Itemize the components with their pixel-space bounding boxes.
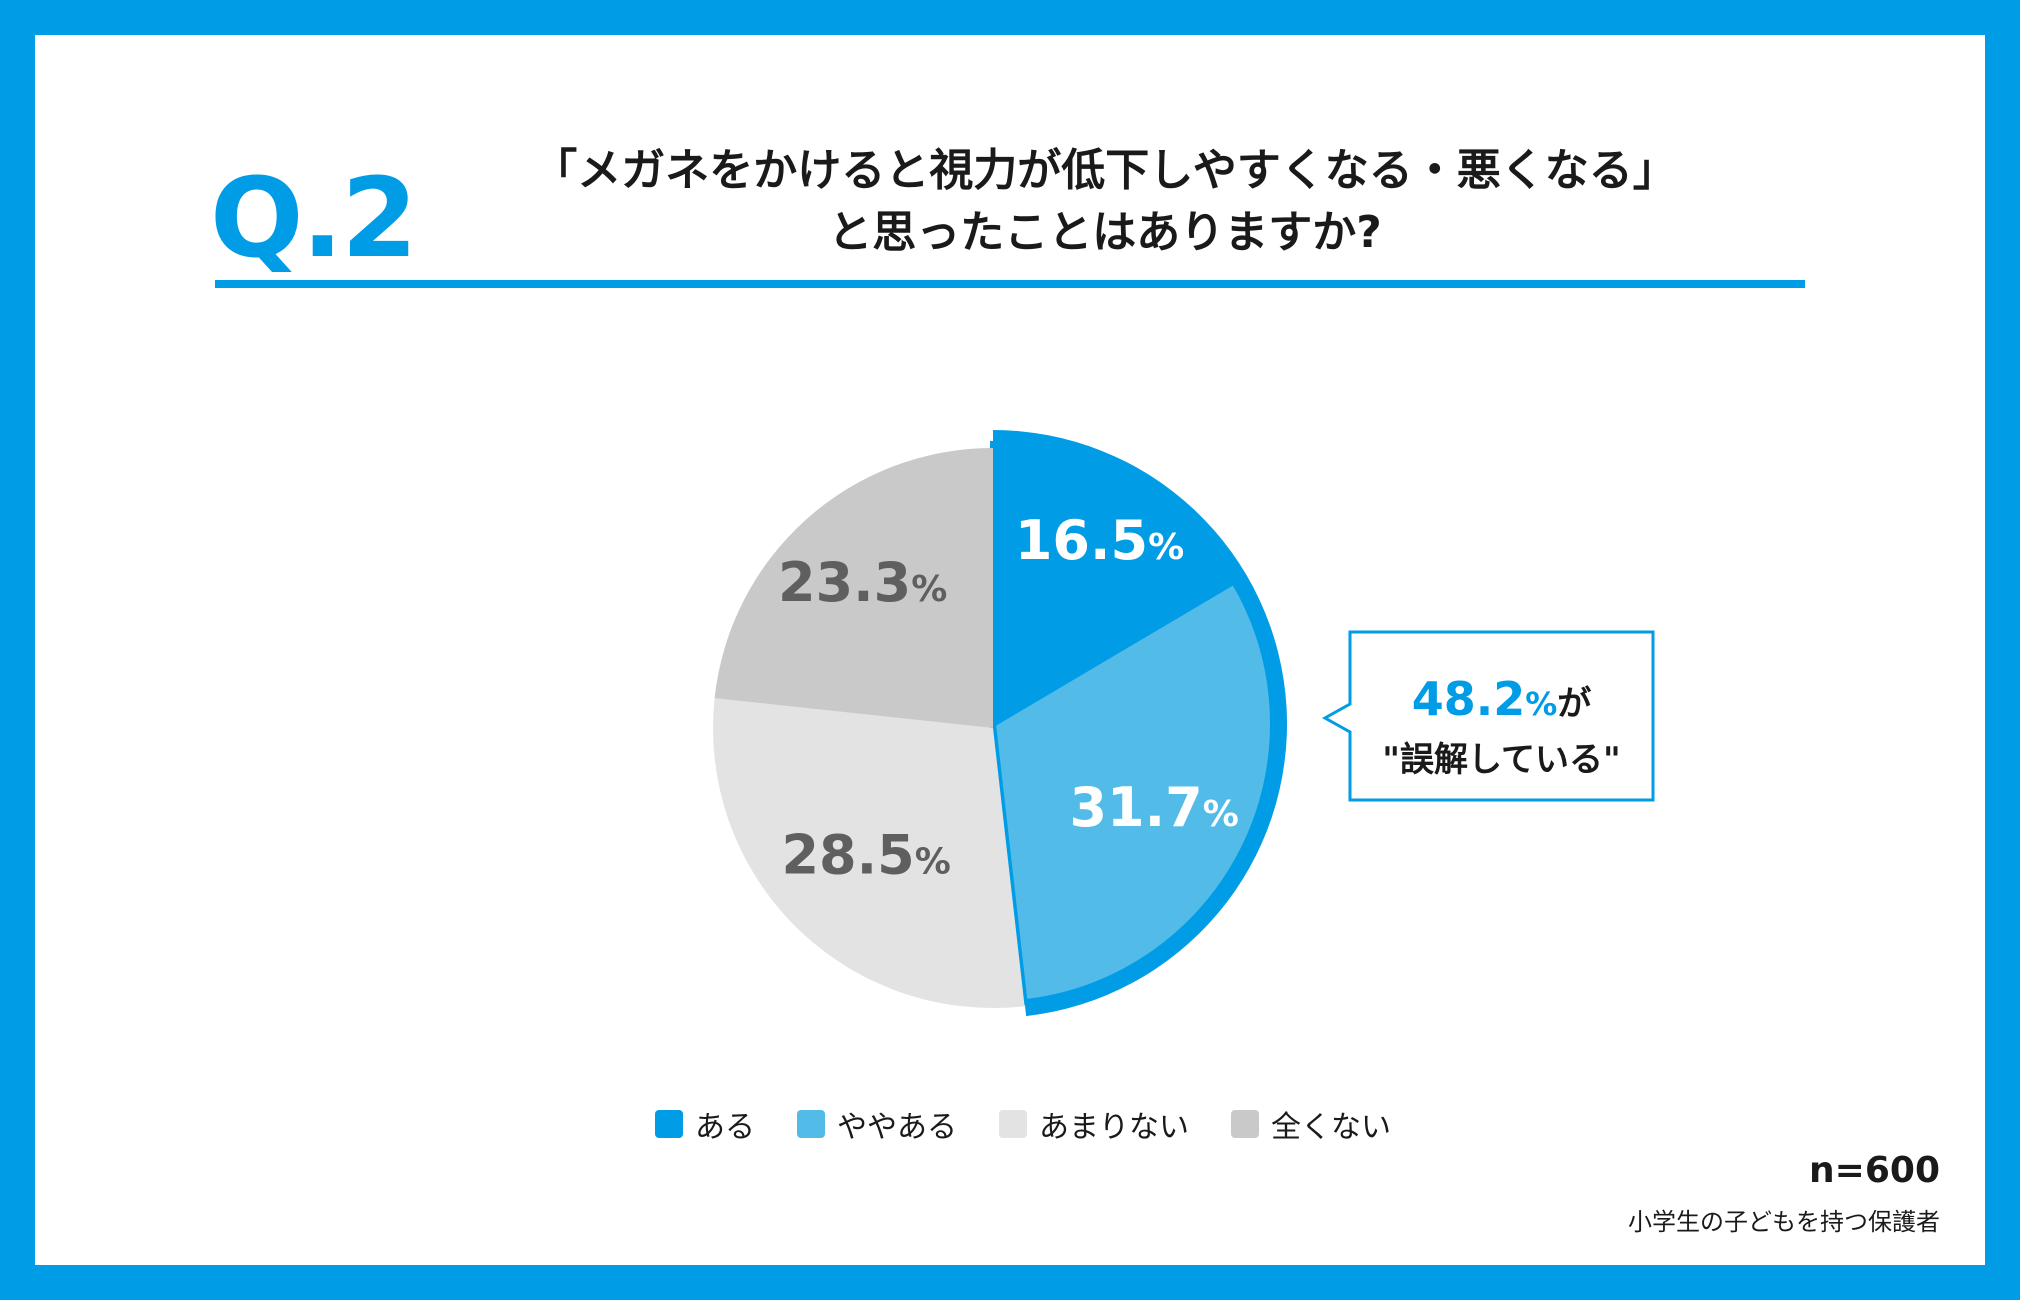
slice-mattaku-nai bbox=[714, 448, 993, 728]
legend-label-yaya-aru: ややある bbox=[837, 1110, 957, 1145]
label-mattaku-nai: 23.3% bbox=[778, 551, 947, 614]
callout-box bbox=[1321, 630, 1655, 802]
chart-card: Q.2 「メガネをかけると視力が低下しやすくなる・悪くなる」 と思ったことはあり… bbox=[35, 35, 1985, 1265]
legend-label-amari-nai: あまりない bbox=[1039, 1110, 1189, 1145]
sample-size: n=600 bbox=[1809, 1150, 1940, 1191]
label-amari-nai: 28.5% bbox=[781, 824, 950, 887]
legend-label-aru: ある bbox=[695, 1110, 755, 1145]
label-yaya-aru: 31.7% bbox=[1069, 776, 1238, 839]
callout-unit: % bbox=[1525, 685, 1558, 723]
question-title-line-2: と思ったことはありますか? bbox=[828, 207, 1382, 258]
legend-swatch-yaya-aru bbox=[797, 1110, 825, 1138]
legend: ある ややある あまりない 全くない bbox=[655, 1102, 1433, 1146]
callout-text: 48.2%が "誤解している" bbox=[1350, 632, 1653, 800]
callout-suffix: が bbox=[1557, 684, 1592, 724]
respondent-group: 小学生の子どもを持つ保護者 bbox=[1628, 1208, 1940, 1236]
question-title: 「メガネをかけると視力が低下しやすくなる・悪くなる」 と思ったことはありますか? bbox=[455, 140, 1755, 264]
legend-item-aru: ある bbox=[655, 1102, 755, 1146]
question-title-line-1: 「メガネをかけると視力が低下しやすくなる・悪くなる」 bbox=[533, 145, 1677, 196]
legend-swatch-amari-nai bbox=[999, 1110, 1027, 1138]
legend-item-mattaku-nai: 全くない bbox=[1231, 1102, 1391, 1146]
callout-value: 48.2 bbox=[1411, 672, 1526, 726]
slice-aru bbox=[990, 440, 1239, 730]
callout-message: "誤解している" bbox=[1382, 740, 1621, 780]
title-underline bbox=[215, 280, 1805, 288]
legend-swatch-mattaku-nai bbox=[1231, 1110, 1259, 1138]
label-aru: 16.5% bbox=[1015, 509, 1184, 572]
legend-item-yaya-aru: ややある bbox=[797, 1102, 957, 1146]
slice-yaya-aru bbox=[989, 577, 1276, 1006]
legend-swatch-aru bbox=[655, 1110, 683, 1138]
question-number: Q.2 bbox=[210, 154, 418, 282]
legend-item-amari-nai: あまりない bbox=[999, 1102, 1189, 1146]
legend-label-mattaku-nai: 全くない bbox=[1271, 1110, 1391, 1145]
slice-amari-nai bbox=[712, 698, 1025, 1008]
callout-headline: 48.2%が bbox=[1350, 672, 1653, 726]
